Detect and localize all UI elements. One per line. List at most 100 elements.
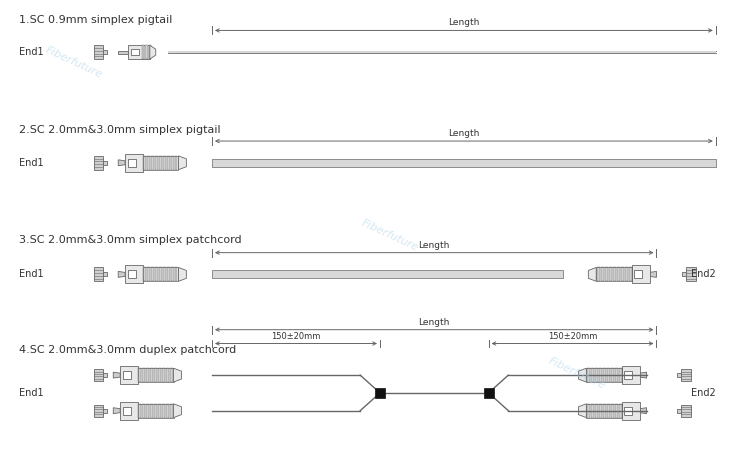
Bar <box>128 270 136 279</box>
Bar <box>596 267 632 281</box>
Polygon shape <box>578 368 586 382</box>
Bar <box>166 156 170 170</box>
Polygon shape <box>178 267 186 281</box>
Text: End2: End2 <box>691 388 715 398</box>
Bar <box>622 402 640 419</box>
Bar <box>154 267 158 281</box>
Polygon shape <box>113 372 120 378</box>
Bar <box>170 404 172 418</box>
Bar <box>146 368 148 382</box>
Bar <box>94 156 104 170</box>
Text: 2.SC 2.0mm&3.0mm simplex pigtail: 2.SC 2.0mm&3.0mm simplex pigtail <box>20 125 221 135</box>
Bar <box>163 267 166 281</box>
Bar <box>150 404 153 418</box>
Text: End1: End1 <box>20 158 44 168</box>
Bar <box>118 51 128 54</box>
Bar <box>166 368 169 382</box>
Bar <box>151 267 154 281</box>
Bar <box>94 45 104 59</box>
Text: Length: Length <box>419 241 450 250</box>
Text: End1: End1 <box>20 270 44 279</box>
Text: Fiberfuture: Fiberfuture <box>360 217 420 252</box>
Bar <box>619 404 622 418</box>
Bar <box>677 373 681 377</box>
Bar <box>611 368 614 382</box>
Bar <box>148 45 152 59</box>
Bar <box>163 156 166 170</box>
Bar <box>147 267 150 281</box>
Text: Length: Length <box>448 129 479 138</box>
Bar <box>603 404 606 418</box>
Bar <box>138 404 141 418</box>
Bar <box>138 368 173 382</box>
Bar <box>599 368 602 382</box>
Bar <box>94 405 104 417</box>
Bar <box>158 368 160 382</box>
Bar <box>634 270 642 279</box>
Bar <box>142 368 145 382</box>
Bar <box>619 368 622 382</box>
Bar <box>131 49 139 55</box>
Text: End2: End2 <box>691 270 715 279</box>
Bar <box>611 404 614 418</box>
Bar <box>681 369 691 381</box>
Bar <box>147 156 150 170</box>
Polygon shape <box>118 271 125 277</box>
Text: 4.SC 2.0mm&3.0mm duplex patchcord: 4.SC 2.0mm&3.0mm duplex patchcord <box>20 345 237 355</box>
Bar <box>143 156 178 170</box>
Bar <box>681 405 691 417</box>
Bar <box>123 371 131 379</box>
Bar <box>587 404 590 418</box>
Bar <box>125 266 143 283</box>
Bar <box>622 366 640 384</box>
Bar <box>138 368 141 382</box>
Text: Length: Length <box>448 18 479 27</box>
Polygon shape <box>578 404 586 418</box>
Bar <box>586 368 622 382</box>
Bar <box>170 156 173 170</box>
Bar <box>154 368 157 382</box>
Bar <box>158 404 160 418</box>
Polygon shape <box>118 160 125 166</box>
Bar <box>628 267 632 281</box>
Bar <box>162 368 165 382</box>
Bar <box>591 404 594 418</box>
Polygon shape <box>173 368 182 382</box>
Text: End1: End1 <box>20 388 44 398</box>
Polygon shape <box>150 45 156 59</box>
Bar <box>607 368 610 382</box>
Bar <box>128 45 150 59</box>
Text: 1.SC 0.9mm simplex pigtail: 1.SC 0.9mm simplex pigtail <box>20 15 172 25</box>
Bar <box>159 156 162 170</box>
Polygon shape <box>588 267 596 281</box>
Text: Length: Length <box>419 318 450 327</box>
Polygon shape <box>113 408 120 414</box>
Bar <box>484 388 494 398</box>
Bar <box>167 51 716 54</box>
Bar <box>596 404 598 418</box>
Bar <box>607 404 610 418</box>
Bar <box>166 267 170 281</box>
Bar <box>94 267 104 281</box>
Bar <box>159 267 162 281</box>
Bar <box>104 272 107 276</box>
Text: Fiberfuture: Fiberfuture <box>548 356 608 391</box>
Bar <box>605 267 608 281</box>
Bar <box>104 50 107 54</box>
Bar <box>175 267 178 281</box>
Polygon shape <box>640 372 646 378</box>
Bar <box>602 267 604 281</box>
Polygon shape <box>173 404 182 418</box>
Bar <box>104 161 107 165</box>
Bar <box>94 369 104 381</box>
Bar <box>625 267 628 281</box>
Text: Fiberfuture: Fiberfuture <box>44 45 104 80</box>
Bar <box>591 368 594 382</box>
Bar <box>617 267 620 281</box>
Bar <box>603 368 606 382</box>
Bar <box>212 270 562 279</box>
Text: 150±20mm: 150±20mm <box>272 332 321 341</box>
Bar <box>170 368 172 382</box>
Bar <box>682 272 686 276</box>
Bar <box>143 267 178 281</box>
